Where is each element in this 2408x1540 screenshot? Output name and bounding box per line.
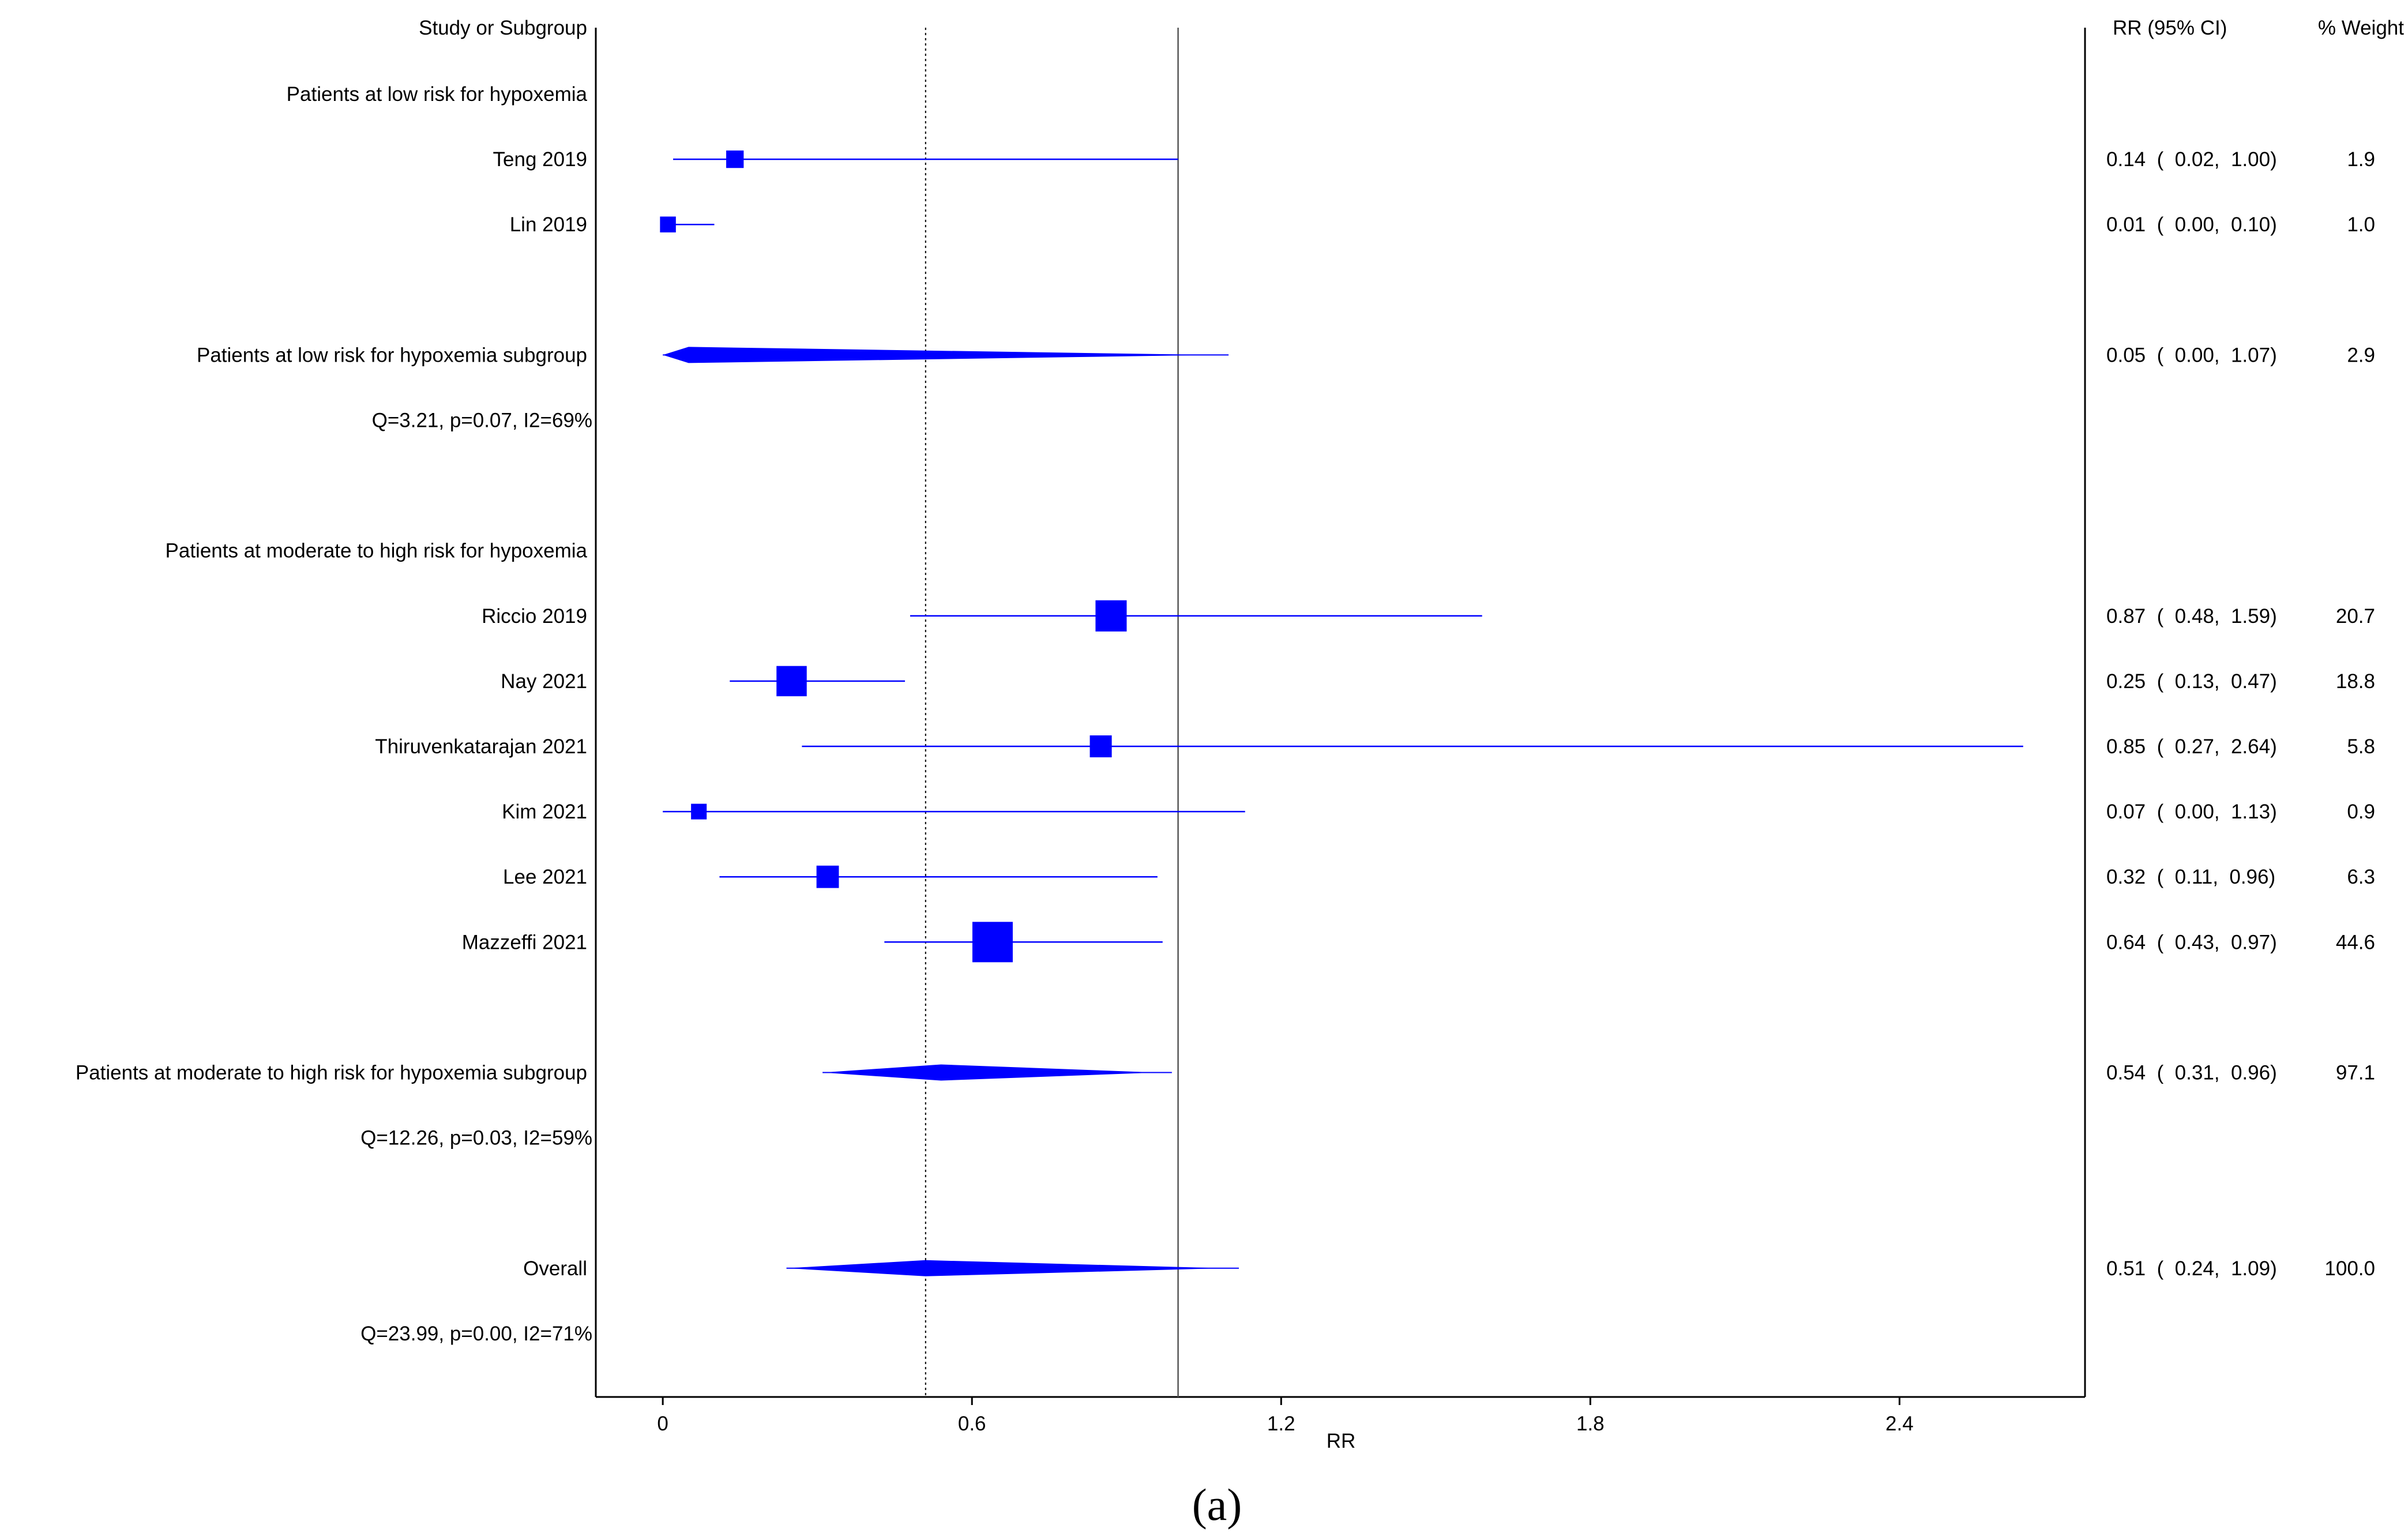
study-label: Lee 2021 bbox=[503, 866, 587, 888]
ci-value: 0.25 ( 0.13, 0.47) bbox=[2106, 670, 2277, 693]
effect-square bbox=[660, 216, 676, 232]
weight-value: 44.6 bbox=[2336, 931, 2375, 953]
weight-value: 6.3 bbox=[2347, 866, 2375, 888]
ci-value: 0.87 ( 0.48, 1.59) bbox=[2106, 605, 2277, 628]
ci-value: 0.51 ( 0.24, 1.09) bbox=[2106, 1257, 2277, 1280]
subgroup-header: Patients at moderate to high risk for hy… bbox=[166, 540, 588, 562]
pooled-diamond bbox=[663, 347, 1215, 363]
effect-square bbox=[776, 666, 807, 697]
effect-square bbox=[691, 803, 707, 820]
study-label: Thiruvenkatarajan 2021 bbox=[375, 735, 587, 758]
subgroup-header: Patients at low risk for hypoxemia bbox=[287, 83, 588, 106]
pooled-diamond bbox=[822, 1064, 1158, 1081]
figure-caption: (a) bbox=[1192, 1479, 1242, 1530]
ci-column-header: RR (95% CI) bbox=[2113, 17, 2227, 39]
weight-value: 2.9 bbox=[2347, 344, 2375, 366]
effect-square bbox=[972, 922, 1013, 963]
x-axis-label: RR bbox=[1327, 1430, 1356, 1452]
study-label: Nay 2021 bbox=[501, 670, 587, 693]
plot-marks bbox=[660, 150, 2023, 1276]
study-column-header: Study or Subgroup bbox=[419, 17, 587, 39]
x-tick-label: 0.6 bbox=[958, 1413, 986, 1435]
x-tick-label: 1.8 bbox=[1576, 1413, 1605, 1435]
ci-value: 0.64 ( 0.43, 0.97) bbox=[2106, 931, 2277, 953]
ci-value: 0.54 ( 0.31, 0.96) bbox=[2106, 1062, 2277, 1084]
weight-value: 18.8 bbox=[2336, 670, 2375, 693]
effect-square bbox=[1095, 600, 1127, 632]
plot-axes: 0 0.6 1.2 1.8 2.4 bbox=[595, 28, 2086, 1435]
weight-value: 0.9 bbox=[2347, 801, 2375, 823]
ci-value: 0.01 ( 0.00, 0.10) bbox=[2106, 213, 2277, 236]
pooled-diamond bbox=[786, 1260, 1224, 1276]
ci-value: 0.05 ( 0.00, 1.07) bbox=[2106, 344, 2277, 366]
weight-value: 20.7 bbox=[2336, 605, 2375, 628]
heterogeneity-stats: Q=3.21, p=0.07, I2=69% bbox=[372, 410, 592, 432]
x-tick-label: 1.2 bbox=[1267, 1413, 1295, 1435]
weight-value: 1.9 bbox=[2347, 148, 2375, 171]
ci-value: 0.85 ( 0.27, 2.64) bbox=[2106, 735, 2277, 758]
study-label: Teng 2019 bbox=[493, 148, 587, 171]
x-tick-label: 2.4 bbox=[1885, 1413, 1914, 1435]
ci-value: 0.07 ( 0.00, 1.13) bbox=[2106, 801, 2277, 823]
ci-value: 0.14 ( 0.02, 1.00) bbox=[2106, 148, 2277, 171]
effect-square bbox=[1090, 735, 1112, 758]
heterogeneity-stats: Q=12.26, p=0.03, I2=59% bbox=[360, 1127, 592, 1150]
ci-value: 0.32 ( 0.11, 0.96) bbox=[2106, 866, 2275, 888]
weight-value: 1.0 bbox=[2347, 213, 2375, 236]
study-label: Mazzeffi 2021 bbox=[462, 931, 587, 953]
study-label: Riccio 2019 bbox=[482, 605, 587, 628]
study-label: Patients at low risk for hypoxemia subgr… bbox=[197, 344, 587, 366]
x-tick-label: 0 bbox=[657, 1413, 668, 1435]
heterogeneity-stats: Q=23.99, p=0.00, I2=71% bbox=[360, 1323, 592, 1345]
study-label: Overall bbox=[523, 1257, 587, 1280]
study-label: Kim 2021 bbox=[502, 801, 587, 823]
study-label: Patients at moderate to high risk for hy… bbox=[76, 1062, 587, 1084]
effect-square bbox=[816, 865, 839, 888]
weight-value: 100.0 bbox=[2324, 1257, 2375, 1280]
row-labels: Patients at low risk for hypoxemia Teng 2… bbox=[76, 83, 2375, 1345]
weight-value: 97.1 bbox=[2336, 1062, 2375, 1084]
weight-value: 5.8 bbox=[2347, 735, 2375, 758]
effect-square bbox=[726, 150, 744, 168]
weight-column-header: % Weight bbox=[2318, 17, 2404, 39]
study-label: Lin 2019 bbox=[510, 213, 587, 236]
